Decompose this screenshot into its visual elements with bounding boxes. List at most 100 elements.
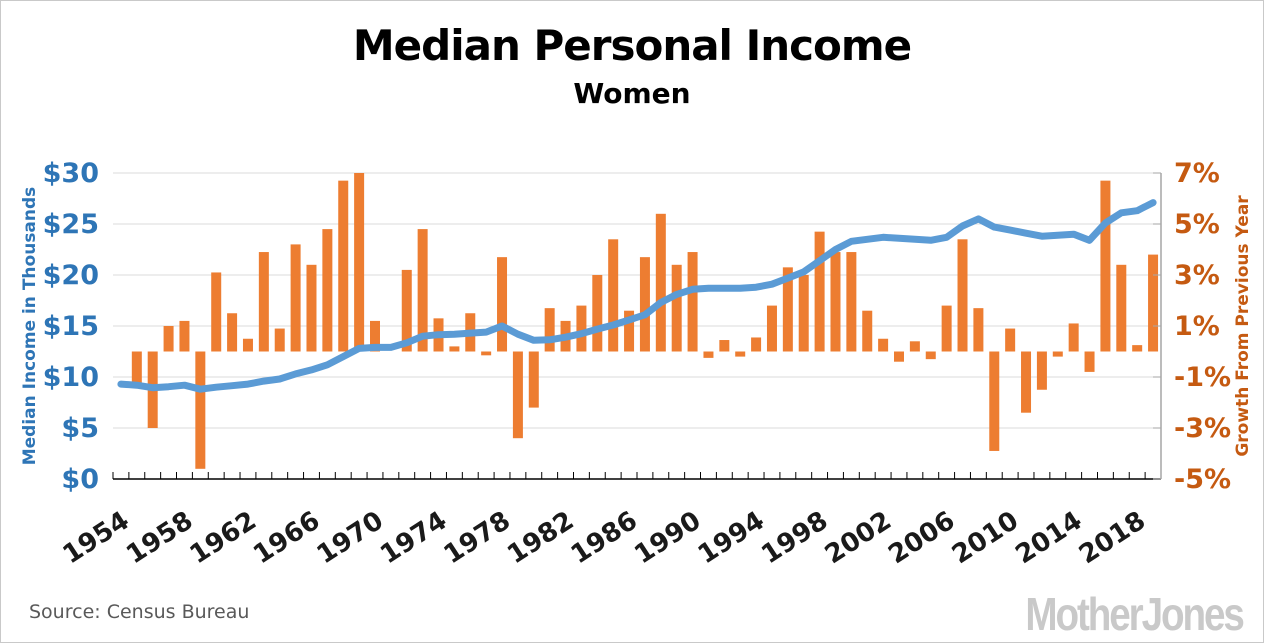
growth-bar (735, 351, 746, 357)
growth-bar (258, 252, 269, 352)
growth-bar (179, 320, 190, 352)
x-axis-year-label: 2010 (947, 506, 1024, 571)
left-axis-tick-label: $10 (43, 362, 99, 393)
x-axis-year-label: 1998 (756, 506, 833, 571)
growth-bar (862, 310, 873, 352)
growth-bar (814, 231, 825, 352)
growth-bar (274, 328, 285, 352)
x-axis-year-label: 1994 (693, 506, 770, 571)
growth-bar (1052, 351, 1063, 357)
growth-bar (687, 252, 698, 352)
right-axis-tick-label: -5% (1174, 464, 1231, 495)
growth-bar (497, 257, 508, 352)
growth-bar (131, 351, 142, 388)
growth-bar (338, 180, 349, 352)
growth-bar (417, 229, 428, 352)
growth-bar (1100, 180, 1111, 352)
left-axis-tick-label: $20 (43, 260, 99, 291)
growth-bar (401, 269, 412, 352)
growth-bar (1084, 351, 1095, 372)
growth-bar (925, 351, 936, 360)
growth-bar (512, 351, 523, 439)
growth-bar (1132, 345, 1143, 352)
left-axis-tick-label: $15 (43, 311, 99, 342)
right-axis-tick-label: -3% (1174, 413, 1231, 444)
x-axis-year-label: 1962 (185, 506, 262, 571)
growth-bar (846, 252, 857, 352)
income-line (117, 199, 1157, 393)
growth-bar (354, 173, 365, 352)
x-axis-year-label: 1986 (566, 506, 643, 571)
growth-bar (592, 275, 603, 352)
growth-bar (1036, 351, 1047, 390)
growth-bar (322, 229, 333, 352)
growth-bar (290, 244, 301, 352)
left-axis-tick-label: $25 (43, 209, 99, 240)
page-title: Median Personal Income (352, 21, 912, 70)
x-axis-year-label: 1974 (375, 506, 452, 571)
growth-bar (449, 346, 460, 352)
growth-bar (1068, 323, 1079, 352)
growth-bar (195, 351, 206, 469)
source-note: Source: Census Bureau (29, 601, 250, 623)
growth-bar (528, 351, 539, 408)
growth-bar (989, 351, 1000, 451)
growth-bar (608, 239, 619, 352)
growth-bar (957, 239, 968, 352)
growth-bar (941, 305, 952, 352)
chart-subtitle: Women (573, 77, 691, 110)
growth-bar (751, 337, 762, 352)
growth-bar (703, 351, 714, 358)
growth-bar (782, 267, 793, 352)
growth-bar (163, 326, 174, 352)
growth-bar (1116, 264, 1127, 352)
x-axis-year-label: 1966 (248, 506, 325, 571)
growth-bar (370, 320, 380, 352)
growth-bar (766, 305, 777, 352)
growth-bar (1005, 328, 1016, 352)
left-axis-title: Median Income in Thousands (20, 187, 40, 466)
growth-bar (719, 340, 730, 352)
growth-bar (655, 213, 666, 352)
growth-bar (624, 310, 635, 352)
growth-bar (909, 341, 920, 352)
growth-bar (878, 338, 889, 352)
mother-jones-logo: MotherJones (1025, 588, 1245, 640)
growth-bar (227, 313, 238, 352)
left-axis-tick-label: $0 (61, 464, 99, 495)
right-axis-tick-label: -1% (1174, 362, 1231, 393)
growth-bar (481, 351, 492, 356)
growth-bar (242, 338, 253, 352)
growth-bar (830, 252, 841, 352)
growth-bar (576, 305, 587, 352)
x-axis-year-label: 2006 (883, 506, 960, 571)
income-growth-chart: $0 $5 $10 $15 $20 $25 $30 -5% -3% -1% 1% 3% 5% 7% 1954… (20, 158, 1253, 571)
growth-bar (211, 272, 222, 352)
left-axis-tick-label: $5 (61, 413, 99, 444)
x-axis-year-label: 1982 (502, 506, 579, 571)
growth-bar (639, 257, 650, 352)
growth-bar (544, 308, 555, 352)
growth-bar (1148, 254, 1159, 352)
growth-bar (671, 264, 682, 352)
right-axis-tick-label: 5% (1174, 209, 1220, 240)
right-axis-tick-label: 1% (1174, 311, 1220, 342)
growth-bar (798, 275, 809, 352)
right-axis-tick-label: 3% (1174, 260, 1220, 291)
growth-bar (973, 308, 984, 352)
x-axis-year-label: 1970 (312, 506, 389, 571)
x-axis-year-label: 2014 (1010, 506, 1087, 571)
x-axis-year-label: 2002 (820, 506, 897, 571)
growth-bar (306, 264, 317, 352)
x-axis-year-label: 1978 (439, 506, 516, 571)
growth-bar (1021, 351, 1032, 413)
x-axis-year-label: 1954 (58, 506, 135, 571)
right-axis-tick-label: 7% (1174, 158, 1220, 189)
right-axis-title: Growth From Previous Year (1233, 195, 1253, 457)
x-axis-year-label: 2018 (1074, 506, 1151, 571)
x-axis-year-label: 1990 (629, 506, 706, 571)
x-axis-year-label: 1958 (121, 506, 198, 571)
growth-bar (894, 351, 904, 362)
left-axis-tick-label: $30 (43, 158, 99, 189)
